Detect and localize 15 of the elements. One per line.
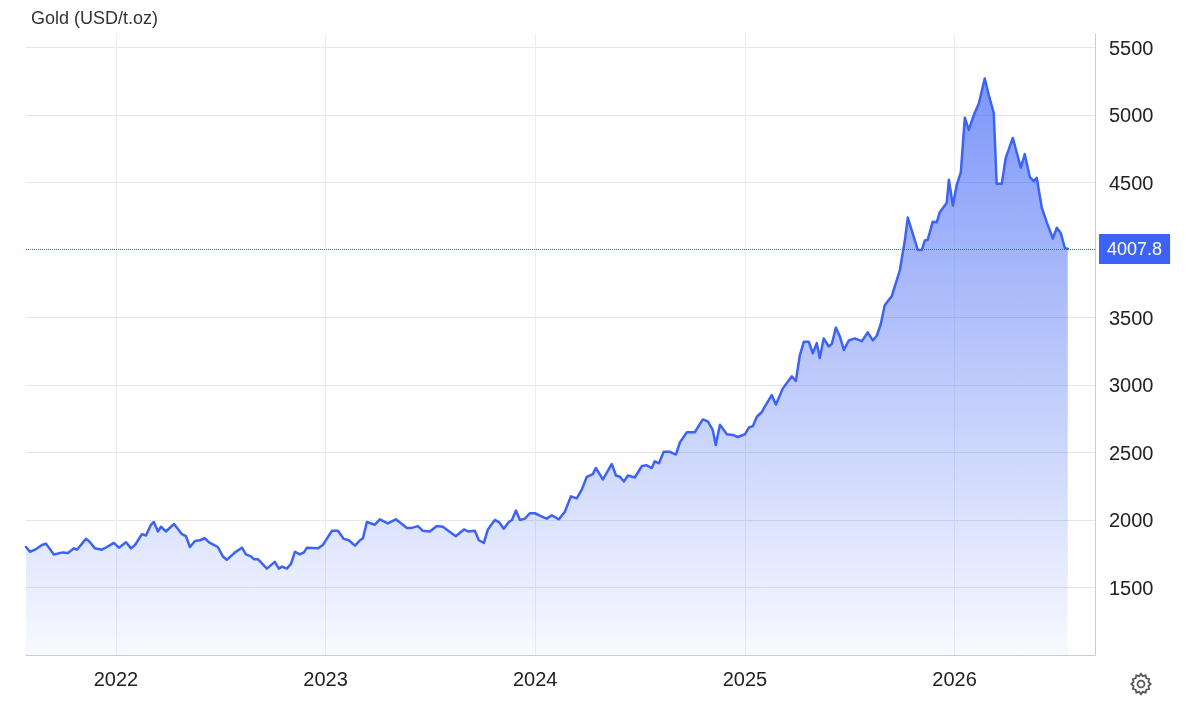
x-tick-label: 2024 <box>512 668 558 690</box>
y-tick-label: 3000 <box>1109 374 1154 396</box>
x-tick-label: 2022 <box>93 668 139 690</box>
chart-title: Gold (USD/t.oz) <box>31 8 159 28</box>
ref-line-label: 4007.8 <box>1107 238 1163 259</box>
x-tick-label: 2023 <box>303 668 348 690</box>
y-tick-label: 5500 <box>1109 36 1154 59</box>
y-tick-label: 2000 <box>1109 509 1154 531</box>
y-tick-label: 1500 <box>1109 576 1154 599</box>
x-tick-label: 2026 <box>932 668 977 690</box>
y-tick-label: 3500 <box>1109 306 1154 329</box>
y-tick-label: 2500 <box>1109 441 1154 464</box>
y-tick-label: 5000 <box>1109 104 1154 126</box>
x-tick-label: 2025 <box>722 668 768 690</box>
y-tick-label: 4500 <box>1109 171 1154 194</box>
